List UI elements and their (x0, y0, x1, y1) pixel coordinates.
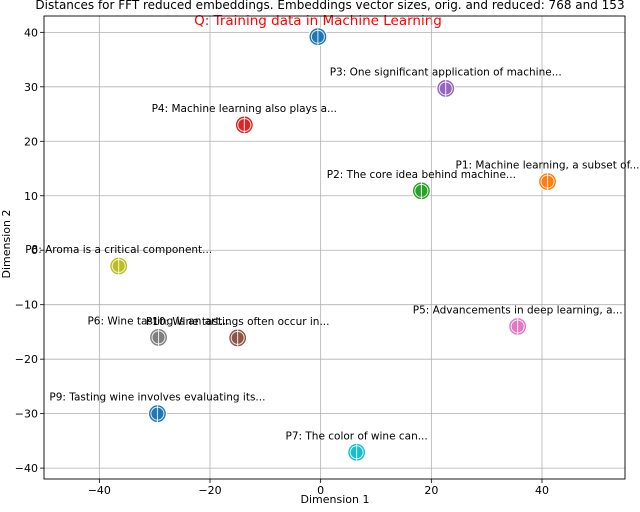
y-tick-label: 20 (24, 135, 38, 148)
x-tick-label: 40 (535, 484, 549, 497)
point-label: P1: Machine learning, a subset of... (456, 160, 640, 172)
scatter-point (537, 171, 558, 192)
x-axis-label: Dimension 1 (301, 493, 370, 506)
y-tick-label: −30 (15, 408, 38, 421)
axes: −40 −20 0 20 40 −40 −30 −20 −10 0 10 20 30 40 (15, 15, 626, 497)
scatter-point (308, 27, 328, 47)
x-tick-label: −20 (198, 484, 221, 497)
point-label: P8: Aroma is a critical component... (25, 244, 212, 256)
scatter-point (508, 316, 528, 337)
y-tick-label: 10 (24, 190, 38, 203)
plot-frame (43, 15, 626, 480)
scatter-point (147, 404, 168, 424)
point-label: P7: The color of wine can... (286, 430, 428, 442)
y-tick-label: 30 (24, 81, 38, 94)
point-label: P10: Wine tastings often occur in... (146, 316, 330, 328)
scatter-point (347, 442, 367, 462)
x-tick-label: −40 (88, 484, 111, 497)
y-tick-label: −20 (15, 353, 38, 366)
chart-subtitle: Q: Training data in Machine Learning (194, 13, 442, 29)
y-axis-label: Dimension 2 (0, 210, 13, 279)
point-label: P3: One significant application of machi… (330, 66, 562, 78)
point-label: P4: Machine learning also plays a... (152, 103, 337, 115)
y-tick-label: 0 (31, 244, 38, 257)
point-label: P2: The core idea behind machine... (327, 169, 516, 181)
x-tick-label: 0 (317, 484, 324, 497)
y-tick-label: 40 (24, 26, 38, 39)
point-labels: P1: Machine learning, a subset of...P2: … (25, 66, 639, 442)
y-tick-label: −10 (15, 299, 38, 312)
point-label: P9: Tasting wine involves evaluating its… (49, 392, 265, 404)
chart-title: Distances for FFT reduced embeddings. Em… (35, 0, 624, 12)
scatter-point (109, 256, 129, 276)
scatter-point (228, 328, 248, 348)
y-tick-label: −40 (15, 462, 38, 475)
scatter-point (234, 115, 254, 135)
scatter-point (411, 181, 431, 201)
point-label: P6: Wine tasting is an art... (87, 315, 229, 327)
data-points (109, 27, 558, 462)
scatter-point (148, 327, 169, 347)
x-tick-label: 20 (424, 484, 438, 497)
scatter-point (436, 78, 456, 99)
point-label: P5: Advancements in deep learning, a... (413, 304, 623, 316)
grid-lines (44, 16, 625, 479)
